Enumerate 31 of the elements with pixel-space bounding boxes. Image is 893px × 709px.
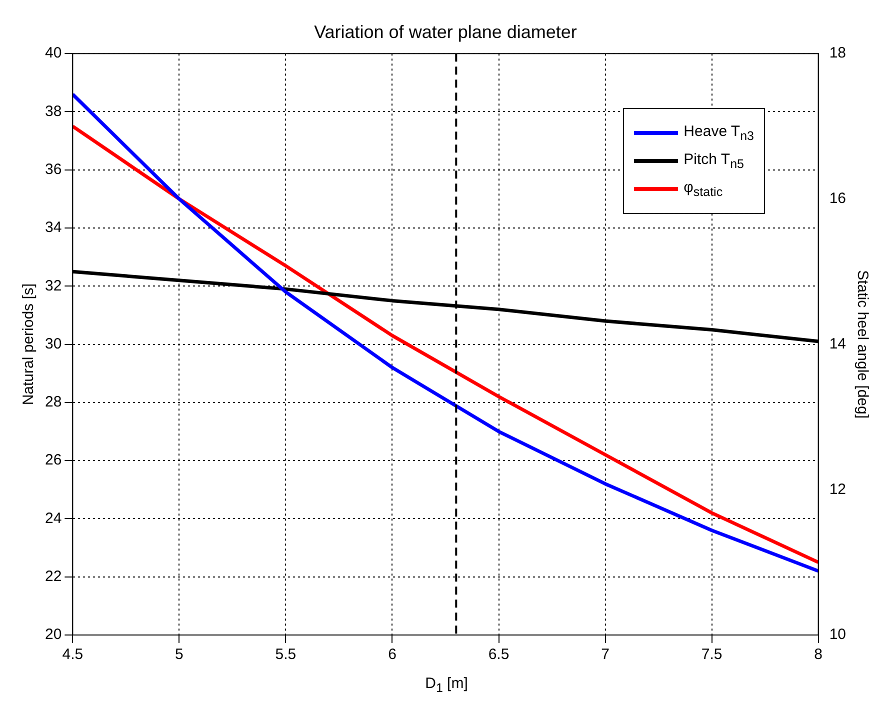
y-tick-label: 28 [44,394,62,411]
y-tick-label: 38 [44,102,62,120]
y-tick-label: 30 [44,335,62,352]
x-axis-title: D$_{1}$ [m] [424,675,469,695]
y-tick-label: 26 [44,452,62,469]
x-tick-label: 7 [601,646,610,664]
y2-tick-label: 16 [829,190,846,208]
x-tick-label: 5 [175,646,184,664]
legend-label: Heave T$_{n3}$ [684,123,754,143]
y-tick-label: 36 [44,161,62,178]
x-tick-label: 6.5 [488,646,510,664]
x-tick-label: 5.5 [275,646,296,664]
chart-title: Variation of water plane diameter [314,22,577,42]
y-tick-label: 40 [44,44,62,62]
y-tick-label: 22 [44,568,62,585]
x-tick-label: 7.5 [701,646,722,664]
y2-tick-label: 10 [829,626,846,644]
y2-tick-label: 14 [829,335,846,352]
y-tick-label: 34 [44,219,62,236]
legend-label: φ$_{static}$ [684,179,723,199]
y-tick-label: 24 [44,510,62,527]
y2-tick-label: 12 [829,480,846,498]
y-axis-title: Natural periods [s] [20,283,38,406]
x-tick-label: 8 [814,646,822,664]
y-tick-label: 32 [44,277,62,294]
y2-axis-title: Static heel angle [deg] [854,270,871,419]
legend-label: Pitch T$_{n5}$ [684,151,744,171]
y-tick-label: 20 [44,626,62,644]
y2-tick-label: 18 [829,44,846,62]
x-tick-label: 6 [388,646,396,664]
x-tick-label: 4.5 [62,646,84,664]
